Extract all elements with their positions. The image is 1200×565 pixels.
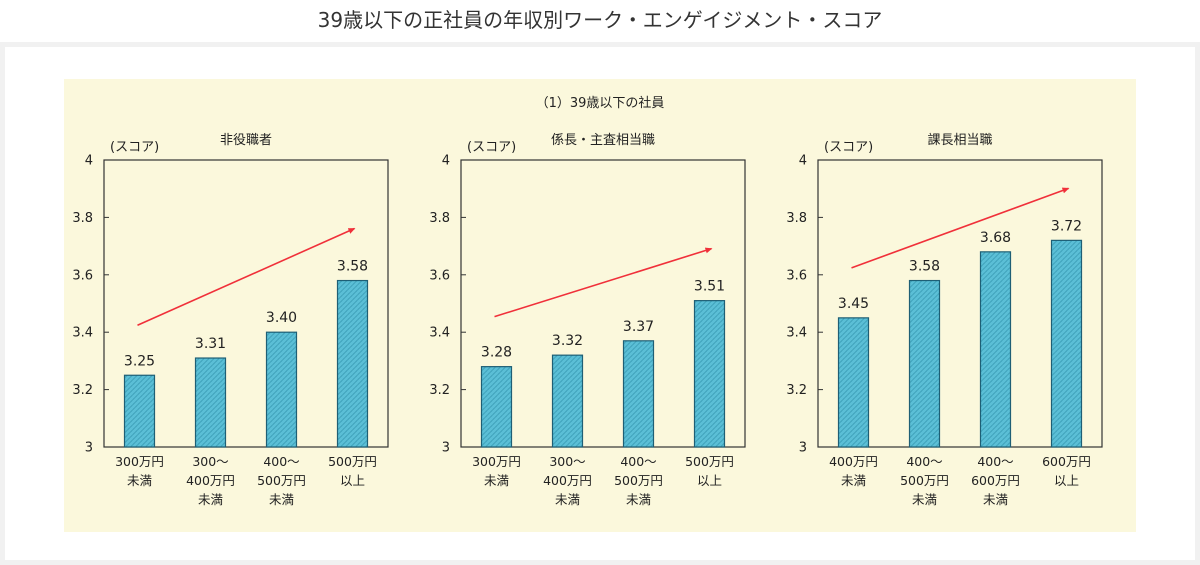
category-label: 未満: [626, 492, 651, 507]
y-tick-label: 3.8: [786, 211, 807, 226]
category-label: 未満: [269, 492, 294, 507]
value-label: 3.37: [623, 319, 654, 335]
figure-panel: [64, 79, 1136, 532]
value-label: 3.68: [980, 230, 1011, 246]
chart-title: 係長・主査相当職: [551, 133, 655, 148]
category-label: 未満: [555, 492, 580, 507]
category-label: 400～: [620, 454, 656, 469]
category-label: 500万円: [685, 454, 734, 469]
trend-arrow: [137, 227, 356, 326]
bar: [123, 374, 156, 448]
category-label: 300万円: [115, 454, 164, 469]
value-label: 3.28: [481, 345, 512, 361]
category-label: 500万円: [257, 473, 306, 488]
category-label: 600万円: [971, 473, 1020, 488]
plot-frame: [460, 159, 746, 448]
bar: [1050, 239, 1083, 448]
value-label: 3.51: [694, 279, 725, 295]
value-label: 3.40: [266, 310, 297, 326]
category-label: 300～: [549, 454, 585, 469]
y-tick-label: 4: [85, 154, 93, 169]
category-label: 400万円: [829, 454, 878, 469]
y-axis-label: (スコア): [467, 140, 516, 155]
page-title: 39歳以下の正社員の年収別ワーク・エンゲイジメント・スコア: [0, 0, 1200, 42]
value-label: 3.58: [909, 259, 940, 275]
value-label: 3.58: [337, 259, 368, 275]
y-tick-label: 3.2: [786, 383, 807, 398]
category-label: 未満: [484, 473, 509, 488]
trend-arrow: [494, 247, 713, 318]
chart-title: 非役職者: [220, 133, 272, 148]
y-tick-label: 3.8: [72, 211, 93, 226]
bar: [622, 340, 655, 448]
y-tick-label: 3.2: [72, 383, 93, 398]
y-tick-label: 3: [85, 441, 93, 456]
y-tick-label: 3.4: [786, 326, 807, 341]
bar: [194, 357, 227, 448]
category-label: 400～: [906, 454, 942, 469]
y-axis-label: (スコア): [824, 140, 873, 155]
category-label: 未満: [198, 492, 223, 507]
y-tick-label: 4: [799, 154, 807, 169]
y-axis-label: (スコア): [110, 140, 159, 155]
bar: [551, 354, 584, 448]
category-label: 未満: [127, 473, 152, 488]
y-tick-label: 3.4: [72, 326, 93, 341]
bar: [336, 279, 369, 448]
value-label: 3.32: [552, 333, 583, 349]
bar: [265, 331, 298, 448]
y-tick-label: 4: [442, 154, 450, 169]
trend-arrow: [851, 187, 1070, 269]
y-tick-label: 3.4: [429, 326, 450, 341]
category-label: 300～: [192, 454, 228, 469]
bar: [693, 300, 726, 448]
value-label: 3.31: [195, 336, 226, 352]
bar: [837, 317, 870, 448]
value-label: 3.45: [838, 296, 869, 312]
category-label: 400～: [977, 454, 1013, 469]
category-label: 300万円: [472, 454, 521, 469]
category-label: 400～: [263, 454, 299, 469]
category-label: 400万円: [543, 473, 592, 488]
bar: [908, 279, 941, 448]
bar: [480, 366, 513, 448]
category-label: 以上: [340, 473, 365, 488]
y-tick-label: 3.2: [429, 383, 450, 398]
category-label: 500万円: [900, 473, 949, 488]
plot-frame: [817, 159, 1103, 448]
y-tick-label: 3.6: [72, 268, 93, 283]
category-label: 未満: [983, 492, 1008, 507]
chart-title: 課長相当職: [927, 132, 992, 148]
y-tick-label: 3.8: [429, 211, 450, 226]
y-tick-label: 3.6: [429, 268, 450, 283]
category-label: 未満: [912, 492, 937, 507]
value-label: 3.25: [124, 353, 155, 369]
category-label: 600万円: [1042, 454, 1091, 469]
y-tick-label: 3: [799, 441, 807, 456]
value-label: 3.72: [1051, 218, 1082, 234]
plot-frame: [103, 159, 389, 448]
bar: [979, 251, 1012, 448]
category-label: 400万円: [186, 473, 235, 488]
figure-subtitle: （1）39歳以下の社員: [536, 95, 665, 111]
category-label: 500万円: [328, 454, 377, 469]
category-label: 以上: [697, 473, 722, 488]
category-label: 以上: [1054, 473, 1079, 488]
category-label: 500万円: [614, 473, 663, 488]
category-label: 未満: [841, 473, 866, 488]
y-tick-label: 3.6: [786, 268, 807, 283]
y-tick-label: 3: [442, 441, 450, 456]
